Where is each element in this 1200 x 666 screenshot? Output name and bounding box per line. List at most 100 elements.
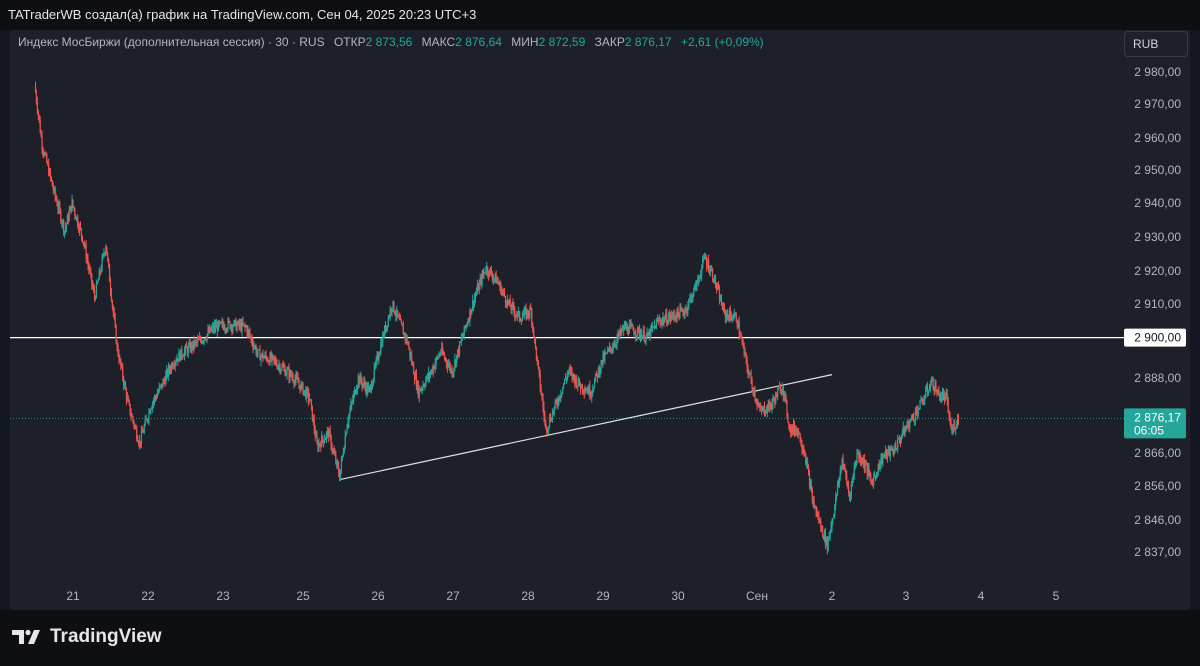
- candle-body: [152, 402, 154, 408]
- candle-body: [494, 274, 496, 278]
- candle-body: [791, 425, 793, 434]
- candle-body: [511, 303, 513, 310]
- chart-panel[interactable]: [10, 30, 1190, 610]
- candle-body: [293, 381, 295, 384]
- candle-body: [558, 395, 560, 404]
- candle-body: [321, 436, 323, 447]
- currency-button[interactable]: RUB: [1124, 31, 1188, 57]
- candle-body: [817, 514, 819, 516]
- candle-body: [672, 312, 674, 315]
- x-tick-label: 4: [978, 589, 985, 603]
- candle-body: [276, 364, 278, 368]
- candle-body: [775, 393, 777, 404]
- candle-body: [570, 370, 572, 372]
- candle-body: [187, 345, 189, 354]
- candle-body: [365, 386, 367, 393]
- candle-body: [941, 396, 943, 400]
- candle-body: [254, 346, 256, 348]
- candle-body: [582, 390, 584, 392]
- candle-body: [624, 324, 627, 329]
- candle-body: [634, 334, 636, 335]
- symbol-name[interactable]: Индекс МосБиржи (дополнительная сессия) …: [18, 35, 325, 49]
- candle-body: [436, 357, 438, 359]
- candle-body: [256, 352, 258, 354]
- candle-body: [434, 363, 436, 369]
- candle-body: [923, 400, 925, 404]
- candle-body: [193, 340, 195, 347]
- candle-body: [864, 464, 866, 468]
- candle-body: [169, 369, 172, 371]
- candle-body: [949, 417, 951, 421]
- candle-body: [948, 412, 950, 418]
- candle-body: [649, 331, 651, 338]
- candle-body: [418, 388, 420, 398]
- candle-body: [854, 465, 856, 469]
- candle-body: [762, 407, 764, 411]
- candle-body: [383, 326, 386, 337]
- price-chart[interactable]: 2 980,00 2 970,00 2 960,00 2 950,00 2 940,00…: [0, 0, 1200, 610]
- candle-body: [807, 462, 809, 467]
- candle-body: [714, 276, 717, 287]
- candle-body: [54, 188, 56, 197]
- candle-body: [885, 449, 888, 457]
- candle-body: [318, 443, 320, 449]
- candle-body: [133, 421, 135, 427]
- x-tick-label: 5: [1053, 589, 1060, 603]
- candle-body: [621, 329, 623, 333]
- x-tick-label: 23: [216, 589, 230, 603]
- candle-body: [556, 401, 558, 405]
- candle-body: [747, 367, 749, 375]
- candle-body: [438, 354, 440, 358]
- candle-body: [213, 326, 215, 330]
- candle-body: [270, 354, 272, 361]
- candle-body: [103, 253, 105, 255]
- candle-body: [286, 369, 288, 374]
- candle-body: [242, 322, 244, 326]
- chart-credit: TATraderWB создал(а) график на TradingVi…: [8, 7, 477, 22]
- candle-body: [315, 435, 317, 437]
- candle-body: [168, 366, 170, 376]
- candle-body: [578, 378, 581, 386]
- candle-body: [563, 383, 565, 388]
- candle-body: [502, 290, 504, 292]
- candle-body: [164, 380, 166, 385]
- candle-body: [309, 399, 312, 401]
- candle-body: [620, 329, 622, 333]
- candle-body: [155, 397, 158, 398]
- candle-body: [513, 305, 515, 312]
- candle-body: [908, 420, 910, 429]
- candle-body: [740, 337, 742, 339]
- candle-body: [597, 368, 599, 378]
- candle-body: [417, 382, 419, 398]
- candle-body: [325, 432, 328, 439]
- candle-body: [507, 299, 509, 304]
- low-value: 2 872,59: [538, 35, 586, 49]
- candle-body: [290, 371, 292, 376]
- candle-body: [647, 332, 649, 336]
- candle-body: [910, 419, 912, 422]
- candle-body: [911, 415, 914, 418]
- x-tick-label: 21: [66, 589, 80, 603]
- candle-body: [942, 393, 945, 396]
- candle-body: [58, 204, 60, 209]
- candle-body: [753, 390, 755, 394]
- candle-body: [75, 215, 77, 220]
- candle-body: [308, 399, 311, 401]
- candle-body: [692, 295, 694, 300]
- candle-body: [953, 424, 955, 428]
- candle-body: [638, 327, 640, 330]
- candle-body: [400, 319, 403, 324]
- candle-body: [545, 420, 547, 427]
- candle-body: [822, 526, 824, 536]
- candle-body: [130, 414, 132, 417]
- candle-body: [483, 272, 485, 275]
- candle-body: [124, 383, 127, 390]
- candle-body: [762, 406, 765, 408]
- candle-body: [232, 326, 234, 330]
- candle-body: [212, 326, 214, 329]
- candle-body: [108, 265, 111, 282]
- level-price-tag: [1124, 328, 1186, 347]
- candle-body: [115, 325, 117, 344]
- candle-body: [542, 398, 544, 408]
- candle-body: [355, 390, 358, 394]
